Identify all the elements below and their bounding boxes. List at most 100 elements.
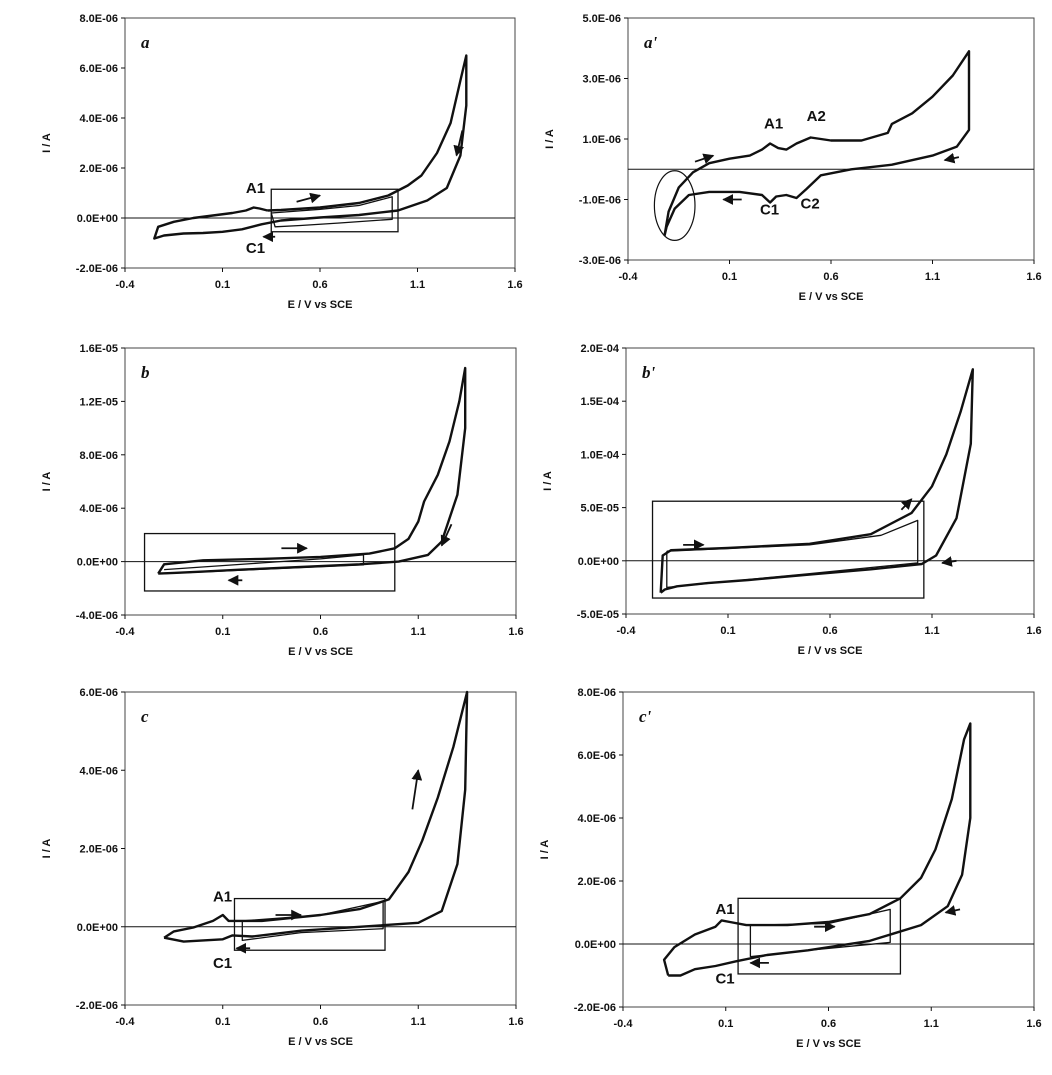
plot-area-frame — [622, 691, 1035, 1008]
scan-direction-arrow — [411, 769, 423, 810]
x-axis-title: E / V vs SCE — [288, 646, 353, 658]
y-tick-label: 2.0E-06 — [79, 844, 118, 856]
y-tick-label: 0.0E+00 — [77, 922, 118, 934]
x-tick-label: 1.1 — [924, 625, 939, 637]
y-tick-label: 6.0E-06 — [577, 750, 616, 762]
panel-label: b' — [642, 363, 656, 382]
cv-panel-3: -4.0E-060.0E+004.0E-068.0E-061.2E-051.6E… — [41, 343, 524, 658]
x-axis-title: E / V vs SCE — [798, 645, 863, 657]
panel-label: c — [141, 707, 149, 726]
voltammogram-trace-1 — [163, 690, 469, 943]
scan-direction-arrow — [943, 152, 960, 164]
x-tick-label: 0.1 — [215, 279, 230, 291]
y-tick-label: 4.0E-06 — [79, 503, 118, 515]
y-tick-label: 3.0E-06 — [582, 74, 621, 86]
x-tick-label: 1.1 — [410, 279, 425, 291]
x-tick-label: 1.1 — [924, 1018, 939, 1030]
y-tick-label: 1.2E-05 — [79, 396, 118, 408]
y-tick-label: 0.0E+00 — [578, 556, 619, 568]
peak-label-a1: A1 — [715, 901, 734, 918]
x-tick-label: 1.6 — [1026, 1018, 1041, 1030]
scan-window-box — [651, 500, 925, 599]
x-tick-label: 0.1 — [215, 626, 230, 638]
plot-area-frame — [124, 347, 517, 616]
cv-panel-2: -3.0E-06 -1.0E-06 1.0E-06 3.0E-06 5.0E-06 -0.… — [544, 13, 1042, 303]
scan-direction-arrow — [941, 556, 957, 567]
x-tick-label: -0.4 — [617, 625, 637, 637]
y-tick-label: 2.0E-04 — [580, 343, 619, 355]
x-tick-label: 0.6 — [313, 1016, 328, 1028]
panel-label: b — [141, 363, 150, 382]
y-tick-label: 4.0E-06 — [577, 813, 616, 825]
plot-area-frame — [124, 691, 517, 1006]
x-tick-label: 1.1 — [411, 1016, 426, 1028]
x-axis-title: E / V vs SCE — [288, 299, 353, 311]
y-tick-label: 2.0E-06 — [79, 163, 118, 175]
y-tick-label: 1.6E-05 — [79, 343, 118, 355]
panel-label: a — [141, 33, 150, 52]
scan-direction-arrow — [900, 498, 913, 511]
voltammogram-trace-1 — [659, 368, 974, 594]
y-axis-title: I / A — [544, 129, 556, 149]
scan-direction-arrow — [453, 130, 464, 157]
voltammogram-trace-2 — [241, 900, 384, 942]
y-tick-label: 4.0E-06 — [79, 113, 118, 125]
peak-label-a1: A1 — [764, 115, 783, 132]
y-tick-label: 0.0E+00 — [77, 557, 118, 569]
y-axis-title: I / A — [41, 472, 53, 492]
x-tick-label: -0.4 — [614, 1018, 634, 1030]
y-tick-label: 1.0E-04 — [580, 449, 619, 461]
cv-panel-1: -2.0E-06 0.0E+00 2.0E-06 4.0E-06 6.0E-06 8.0E… — [41, 13, 523, 311]
y-tick-label: 8.0E-06 — [79, 450, 118, 462]
panel-label: a' — [644, 33, 658, 52]
x-tick-label: -0.4 — [116, 1016, 136, 1028]
x-tick-label: 1.6 — [508, 1016, 523, 1028]
plot-area-frame — [124, 17, 516, 269]
voltammogram-trace-1 — [663, 50, 971, 237]
y-tick-label: -4.0E-06 — [76, 610, 118, 622]
x-tick-label: 1.6 — [508, 626, 523, 638]
peak-label-a2: A2 — [807, 108, 826, 125]
y-tick-label: 1.5E-04 — [580, 396, 619, 408]
voltammogram-trace-1 — [662, 722, 972, 977]
cv-panel-4: -5.0E-05 0.0E+00 5.0E-05 1.0E-04 1.5E-04 2.0E… — [542, 343, 1042, 657]
x-tick-label: 1.1 — [925, 271, 940, 283]
x-tick-label: 1.6 — [507, 279, 522, 291]
voltammogram-trace-2 — [270, 196, 393, 228]
x-tick-label: 0.6 — [823, 271, 838, 283]
x-tick-label: 0.1 — [722, 271, 737, 283]
highlight-ellipse — [653, 170, 696, 241]
x-tick-label: 1.1 — [411, 626, 426, 638]
y-axis-title: I / A — [539, 840, 551, 860]
y-tick-label: 8.0E-06 — [577, 687, 616, 699]
y-tick-label: -2.0E-06 — [76, 1000, 118, 1012]
voltammogram-trace-2 — [666, 519, 919, 589]
y-tick-label: -2.0E-06 — [574, 1002, 616, 1014]
voltammogram-trace-1 — [153, 54, 468, 240]
y-tick-label: 2.0E-06 — [577, 876, 616, 888]
x-tick-label: 0.1 — [215, 1016, 230, 1028]
y-tick-label: -2.0E-06 — [76, 263, 118, 275]
y-axis-title: I / A — [542, 471, 554, 491]
y-tick-label: 0.0E+00 — [575, 939, 616, 951]
y-tick-label: -1.0E-06 — [579, 195, 621, 207]
peak-label-c1: C1 — [246, 240, 265, 257]
x-tick-label: -0.4 — [619, 271, 639, 283]
x-axis-title: E / V vs SCE — [799, 291, 864, 303]
y-axis-title: I / A — [41, 839, 53, 859]
y-tick-label: 6.0E-06 — [79, 687, 118, 699]
voltammogram-trace-2 — [164, 554, 365, 575]
peak-label-c1: C1 — [715, 970, 734, 987]
panel-label: c' — [639, 707, 652, 726]
y-tick-label: 6.0E-06 — [79, 63, 118, 75]
x-tick-label: -0.4 — [116, 279, 136, 291]
y-tick-label: 4.0E-06 — [79, 765, 118, 777]
x-axis-title: E / V vs SCE — [796, 1038, 861, 1050]
y-axis-title: I / A — [41, 133, 53, 153]
x-tick-label: 0.1 — [718, 1018, 733, 1030]
x-tick-label: 0.6 — [821, 1018, 836, 1030]
scan-direction-arrow — [296, 192, 322, 204]
scan-direction-arrow — [440, 523, 453, 547]
y-tick-label: 5.0E-05 — [580, 503, 619, 515]
